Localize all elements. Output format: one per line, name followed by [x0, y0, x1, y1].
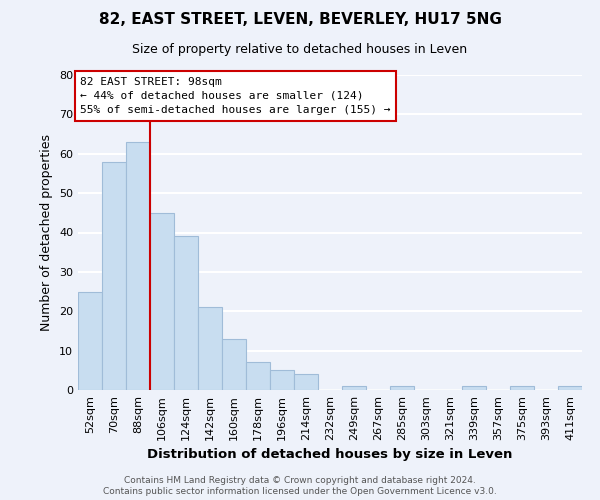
X-axis label: Distribution of detached houses by size in Leven: Distribution of detached houses by size … [148, 448, 512, 462]
Text: Contains HM Land Registry data © Crown copyright and database right 2024.: Contains HM Land Registry data © Crown c… [124, 476, 476, 485]
Bar [174, 236, 198, 390]
Text: 82 EAST STREET: 98sqm
← 44% of detached houses are smaller (124)
55% of semi-det: 82 EAST STREET: 98sqm ← 44% of detached … [80, 77, 391, 115]
Bar [222, 339, 246, 390]
Text: Size of property relative to detached houses in Leven: Size of property relative to detached ho… [133, 42, 467, 56]
Bar [558, 386, 582, 390]
Text: Contains public sector information licensed under the Open Government Licence v3: Contains public sector information licen… [103, 488, 497, 496]
Bar [510, 386, 534, 390]
Bar [462, 386, 486, 390]
Bar [198, 308, 222, 390]
Bar [270, 370, 294, 390]
Bar [342, 386, 366, 390]
Bar [126, 142, 150, 390]
Text: 82, EAST STREET, LEVEN, BEVERLEY, HU17 5NG: 82, EAST STREET, LEVEN, BEVERLEY, HU17 5… [98, 12, 502, 28]
Bar [150, 213, 174, 390]
Bar [246, 362, 270, 390]
Bar [390, 386, 414, 390]
Bar [78, 292, 102, 390]
Bar [294, 374, 318, 390]
Y-axis label: Number of detached properties: Number of detached properties [40, 134, 53, 331]
Bar [102, 162, 126, 390]
